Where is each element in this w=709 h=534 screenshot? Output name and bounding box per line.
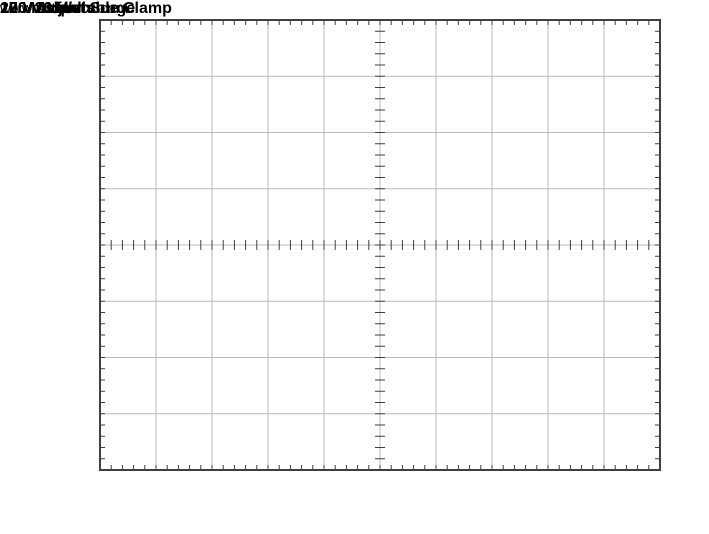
oscilloscope-chart: 20 V/div 100 ms/div www.cntronics.com 12… [0, 0, 709, 534]
chart-svg [0, 0, 709, 534]
clamp-annotation: 27 V Adjustable Clamp [0, 0, 172, 18]
